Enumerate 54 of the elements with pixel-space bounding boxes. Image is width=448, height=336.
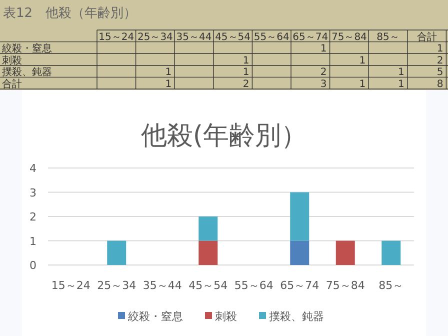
bar [290, 192, 310, 241]
legend-label: 撲殺、鈍器 [269, 310, 324, 323]
text: 1 [242, 67, 250, 78]
text: 2 [320, 67, 327, 78]
category-label: 85～ [376, 32, 400, 43]
text: 1 [320, 44, 327, 55]
category-label: 75～84 [331, 32, 367, 43]
category-label: 25～34 [137, 32, 173, 43]
bar [382, 240, 401, 265]
text: 2 [242, 79, 250, 90]
text: 1 [436, 44, 444, 55]
chart-title: 他殺(年齢別） [140, 121, 308, 151]
text: 3 [320, 79, 327, 90]
y-tick-label: 3 [30, 186, 36, 200]
category-label: 合計 [416, 30, 437, 43]
text: 2 [436, 55, 444, 66]
bar [290, 240, 310, 265]
text: 8 [436, 79, 444, 90]
x-tick-label: 25～34 [97, 279, 136, 292]
bar [198, 216, 218, 241]
text: 1 [398, 67, 404, 78]
category-label: 絞殺・窒息 [2, 44, 52, 55]
text: 1 [359, 55, 366, 66]
x-tick-label: 45～54 [188, 279, 228, 292]
bar [198, 240, 218, 265]
category-label: 15～24 [98, 32, 134, 43]
legend-label: 絞殺・窒息 [127, 310, 183, 323]
y-tick-label: 0 [30, 259, 36, 272]
text: 5 [436, 67, 444, 78]
x-tick-label: 65～74 [280, 279, 320, 292]
category-label: 45～54 [215, 32, 251, 43]
category-label: 合計 [2, 79, 22, 90]
text: 1 [165, 79, 172, 90]
text: 表12 他殺（年齢別） [3, 6, 137, 21]
category-label: 65～74 [292, 32, 328, 43]
x-tick-label: 35～44 [142, 279, 182, 292]
x-tick-label: 55～64 [234, 279, 274, 292]
bar [107, 240, 126, 265]
y-tick-label: 4 [30, 162, 36, 175]
category-label: 35～44 [176, 32, 212, 43]
y-tick-label: 1 [30, 234, 36, 248]
category-label: 撲殺、鈍器 [2, 67, 52, 78]
text: 1 [359, 79, 366, 90]
text: 1 [242, 55, 250, 66]
y-tick-label: 2 [30, 210, 36, 224]
bar [336, 240, 355, 265]
legend-label: 刺殺 [215, 310, 237, 323]
x-tick-label: 75～84 [326, 279, 365, 292]
category-label: 55～64 [254, 32, 290, 43]
category-label: 刺殺 [2, 55, 22, 66]
text: 1 [398, 79, 404, 90]
x-tick-label: 85～ [378, 279, 404, 292]
x-tick-label: 15～24 [51, 279, 90, 292]
text: 1 [165, 67, 172, 78]
